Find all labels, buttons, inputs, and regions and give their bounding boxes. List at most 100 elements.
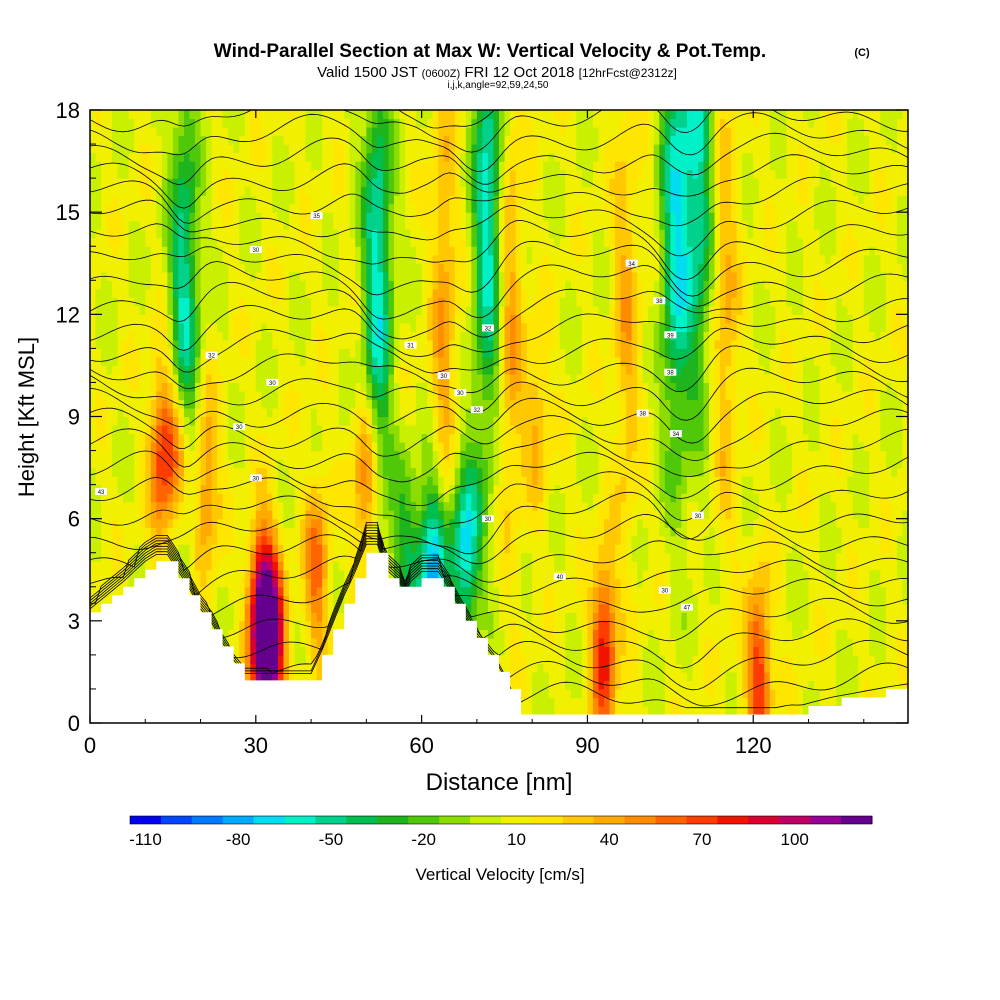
field-cell <box>128 365 135 375</box>
field-cell <box>195 271 202 281</box>
field-cell <box>134 169 141 179</box>
field-cell <box>421 450 428 460</box>
field-cell <box>161 229 168 239</box>
field-cell <box>195 552 202 562</box>
field-cell <box>167 467 174 477</box>
field-cell <box>460 220 467 230</box>
field-cell <box>360 203 367 213</box>
field-cell <box>449 365 456 375</box>
plot-area: 4332303030303531303032323040343838393834… <box>90 110 908 723</box>
field-cell <box>195 501 202 511</box>
field-cell <box>377 527 384 537</box>
field-cell <box>101 203 108 213</box>
field-cell <box>294 425 301 435</box>
field-cell <box>161 399 168 409</box>
field-cell <box>322 399 329 409</box>
field-cell <box>255 348 262 358</box>
field-cell <box>416 314 423 324</box>
field-cell <box>443 212 450 222</box>
field-cell <box>183 254 191 264</box>
field-cell <box>244 552 251 562</box>
field-cell <box>454 280 461 290</box>
field-cell <box>443 433 450 443</box>
field-cell <box>206 280 213 290</box>
field-cell <box>117 348 124 358</box>
field-cell <box>222 603 229 613</box>
field-cell <box>250 399 257 409</box>
field-cell <box>228 331 235 341</box>
field-cell <box>416 186 423 196</box>
field-cell <box>382 110 390 120</box>
field-cell <box>432 527 439 537</box>
field-cell <box>255 322 262 332</box>
field-cell <box>443 544 450 554</box>
field-cell <box>255 595 262 605</box>
field-cell <box>266 288 273 298</box>
field-cell <box>294 612 301 622</box>
field-cell <box>178 237 185 247</box>
field-cell <box>233 331 240 341</box>
field-cell <box>255 263 262 273</box>
field-cell <box>266 237 273 247</box>
field-cell <box>288 254 296 264</box>
field-cell <box>172 127 180 137</box>
field-cell <box>90 476 97 486</box>
field-cell <box>305 280 312 290</box>
field-cell <box>322 390 329 401</box>
field-cell <box>211 552 218 562</box>
field-cell <box>283 527 290 537</box>
field-cell <box>366 297 373 307</box>
field-cell <box>294 237 301 247</box>
field-cell <box>333 322 340 332</box>
field-cell <box>405 288 412 298</box>
field-cell <box>344 271 351 281</box>
field-cell <box>217 552 224 562</box>
field-cell <box>421 510 428 520</box>
field-cell <box>239 603 246 613</box>
field-cell <box>228 416 235 426</box>
field-cell <box>360 416 367 426</box>
field-cell <box>333 220 340 230</box>
field-cell <box>333 297 340 307</box>
field-cell <box>101 425 108 435</box>
field-cell <box>377 467 384 477</box>
field-cell <box>465 603 472 613</box>
field-cell <box>134 127 141 137</box>
field-cell <box>150 433 157 443</box>
field-cell <box>161 476 168 486</box>
field-cell <box>454 476 461 486</box>
field-cell <box>305 620 312 630</box>
field-cell <box>288 561 296 571</box>
field-cell <box>360 365 367 375</box>
field-cell <box>266 425 273 435</box>
field-cell <box>266 578 273 588</box>
field-cell <box>156 322 163 332</box>
field-cell <box>421 425 428 435</box>
field-cell <box>117 467 124 477</box>
field-cell <box>272 569 279 579</box>
field-cell <box>300 586 307 596</box>
field-cell <box>222 169 229 179</box>
field-cell <box>449 186 456 196</box>
field-cell <box>316 476 323 486</box>
field-cell <box>272 518 279 528</box>
field-cell <box>443 297 450 307</box>
field-cell <box>200 110 207 120</box>
field-cell <box>416 399 423 409</box>
field-cell <box>338 467 345 477</box>
field-cell <box>416 544 423 554</box>
field-cell <box>150 382 157 392</box>
field-cell <box>410 322 417 332</box>
field-cell <box>460 169 467 179</box>
field-cell <box>255 382 262 392</box>
field-cell <box>266 356 273 367</box>
field-cell <box>206 110 213 120</box>
field-cell <box>371 501 379 511</box>
field-cell <box>427 356 434 367</box>
field-cell <box>311 569 318 579</box>
field-cell <box>393 263 401 273</box>
field-cell <box>288 603 296 613</box>
field-cell <box>90 152 97 162</box>
field-cell <box>416 510 423 520</box>
field-cell <box>222 407 229 418</box>
